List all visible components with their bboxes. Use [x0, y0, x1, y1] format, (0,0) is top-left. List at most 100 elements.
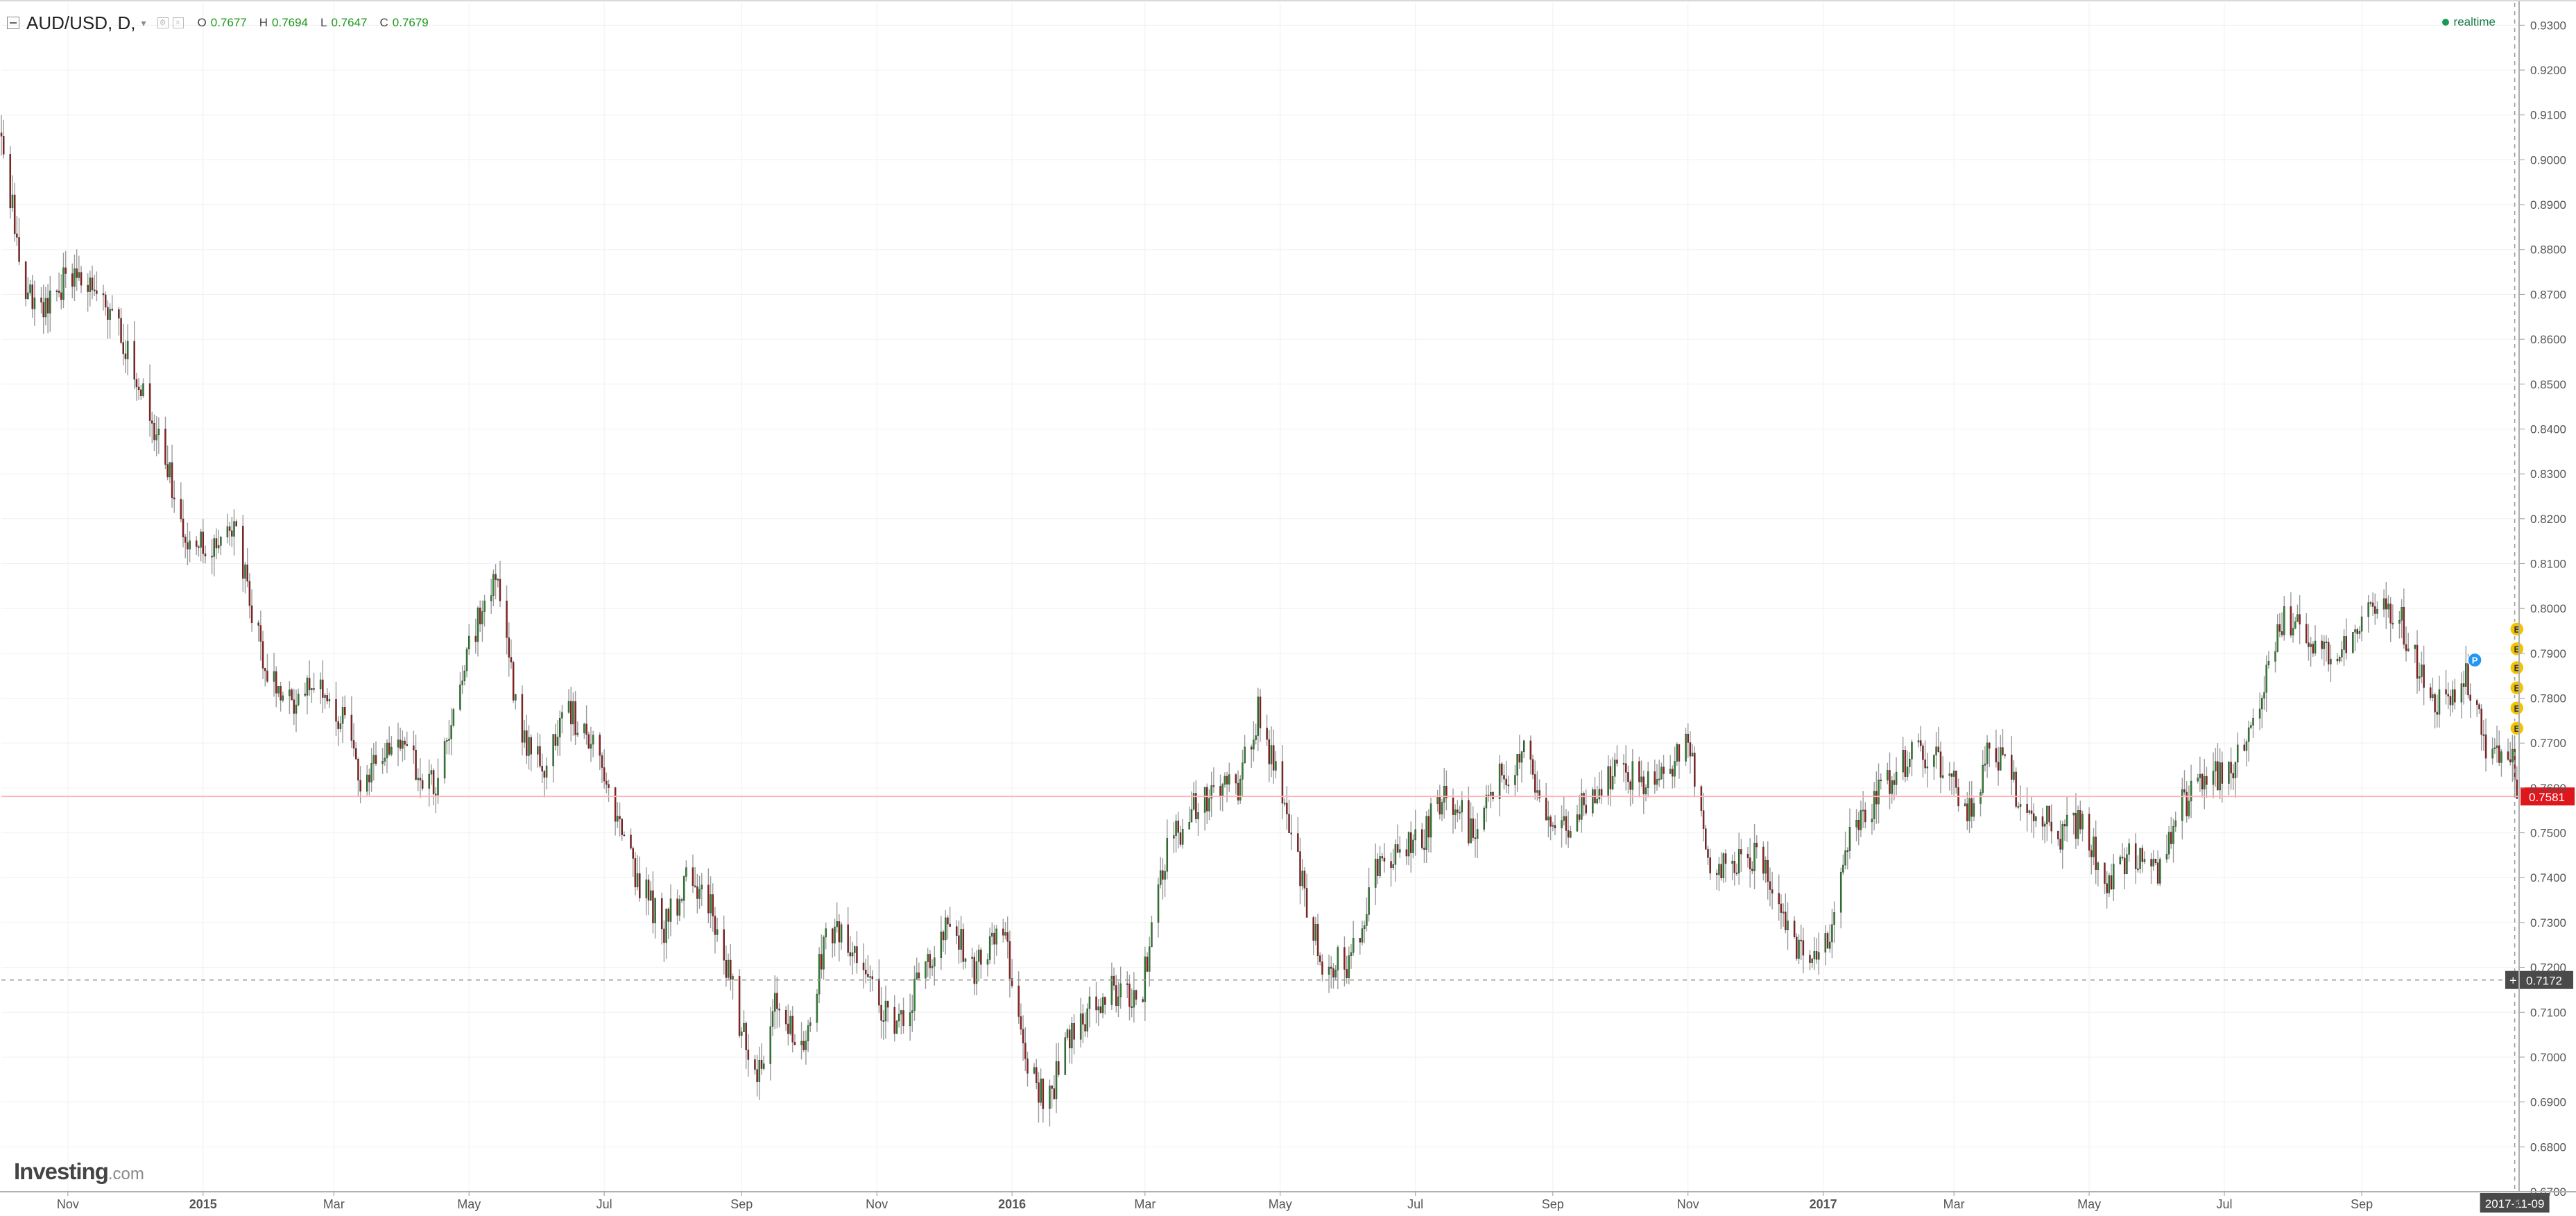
candle[interactable] — [576, 721, 579, 737]
candle[interactable] — [1871, 803, 1873, 835]
candle[interactable] — [2276, 614, 2278, 653]
candle[interactable] — [399, 728, 402, 751]
candle[interactable] — [2252, 708, 2254, 739]
candle[interactable] — [931, 959, 934, 976]
candle[interactable] — [350, 696, 353, 748]
candle[interactable] — [2097, 861, 2100, 887]
candle[interactable] — [778, 1002, 780, 1028]
candle[interactable] — [1368, 867, 1370, 922]
candle[interactable] — [244, 561, 246, 594]
candle[interactable] — [233, 509, 235, 556]
candle[interactable] — [569, 686, 572, 742]
candle[interactable] — [1813, 937, 1816, 970]
candle[interactable] — [1188, 806, 1190, 830]
candle[interactable] — [1441, 798, 1443, 821]
candle[interactable] — [31, 275, 33, 318]
candle[interactable] — [2398, 610, 2401, 639]
earnings-marker[interactable]: E — [2509, 680, 2525, 696]
candle[interactable] — [871, 970, 874, 991]
candle[interactable] — [24, 260, 27, 307]
candle[interactable] — [250, 589, 253, 632]
candle[interactable] — [973, 952, 976, 995]
candle[interactable] — [1270, 726, 1273, 778]
candle[interactable] — [1483, 805, 1485, 832]
candle[interactable] — [667, 907, 670, 939]
candle[interactable] — [341, 696, 344, 743]
candle[interactable] — [326, 688, 328, 705]
candle[interactable] — [1926, 753, 1929, 788]
candle[interactable] — [459, 672, 461, 712]
candle[interactable] — [2165, 834, 2168, 863]
candle[interactable] — [1565, 809, 1568, 845]
candle[interactable] — [832, 927, 834, 958]
candle[interactable] — [220, 536, 222, 556]
candle[interactable] — [406, 731, 409, 746]
candle[interactable] — [1288, 799, 1290, 833]
candle[interactable] — [2066, 796, 2068, 842]
candle[interactable] — [1297, 816, 1299, 853]
candle[interactable] — [1337, 945, 1339, 989]
candle[interactable] — [2075, 793, 2077, 850]
candle[interactable] — [2507, 738, 2509, 761]
candle[interactable] — [1219, 774, 1221, 811]
candle[interactable] — [1259, 689, 1262, 742]
candle[interactable] — [1880, 773, 1882, 790]
candle[interactable] — [650, 881, 652, 901]
candle[interactable] — [821, 934, 823, 979]
candle[interactable] — [1520, 751, 1523, 782]
candle[interactable] — [1223, 772, 1226, 788]
candle[interactable] — [2407, 633, 2410, 652]
candle[interactable] — [993, 925, 995, 965]
candle[interactable] — [184, 534, 187, 558]
candle[interactable] — [91, 265, 94, 300]
candle[interactable] — [758, 1046, 761, 1100]
candle[interactable] — [1933, 754, 1935, 780]
candle[interactable] — [1457, 800, 1459, 823]
candle[interactable] — [1461, 791, 1463, 832]
candle[interactable] — [902, 997, 904, 1034]
candle[interactable] — [1769, 867, 1771, 907]
candle[interactable] — [1724, 849, 1727, 882]
candle[interactable] — [940, 916, 943, 970]
candle[interactable] — [851, 941, 854, 975]
candle[interactable] — [1115, 975, 1117, 1013]
candle[interactable] — [1798, 934, 1800, 964]
candle[interactable] — [2050, 804, 2053, 844]
candle[interactable] — [1563, 796, 1565, 825]
candle[interactable] — [1275, 751, 1277, 779]
candle[interactable] — [1780, 894, 1783, 930]
candle[interactable] — [33, 280, 36, 326]
candle[interactable] — [1175, 814, 1177, 853]
candle[interactable] — [1782, 903, 1785, 927]
candle[interactable] — [1020, 1003, 1022, 1036]
candle[interactable] — [654, 897, 656, 939]
candle[interactable] — [1594, 776, 1596, 804]
candle[interactable] — [173, 480, 175, 513]
candle[interactable] — [180, 482, 182, 523]
candle[interactable] — [2299, 595, 2301, 644]
candle[interactable] — [450, 708, 452, 755]
candle[interactable] — [1146, 952, 1149, 973]
candle[interactable] — [723, 915, 725, 975]
candle[interactable] — [1909, 752, 1911, 774]
candle[interactable] — [2201, 773, 2204, 798]
candle[interactable] — [1135, 989, 1137, 1005]
candle[interactable] — [1068, 1025, 1071, 1063]
candle[interactable] — [1749, 838, 1751, 888]
candle[interactable] — [2421, 651, 2423, 684]
candle[interactable] — [1924, 740, 1926, 774]
candle[interactable] — [1887, 762, 1889, 785]
candle[interactable] — [660, 892, 663, 945]
candle[interactable] — [2090, 844, 2093, 875]
candle[interactable] — [1611, 757, 1614, 791]
candle[interactable] — [1514, 764, 1516, 796]
candle[interactable] — [2217, 743, 2219, 791]
candle[interactable] — [2004, 753, 2006, 759]
candle[interactable] — [1891, 776, 1893, 804]
candle[interactable] — [747, 1034, 750, 1077]
candle[interactable] — [2206, 767, 2208, 798]
candle[interactable] — [880, 986, 882, 1039]
candle[interactable] — [1421, 823, 1423, 850]
candle[interactable] — [2403, 588, 2405, 649]
candle[interactable] — [428, 759, 430, 807]
